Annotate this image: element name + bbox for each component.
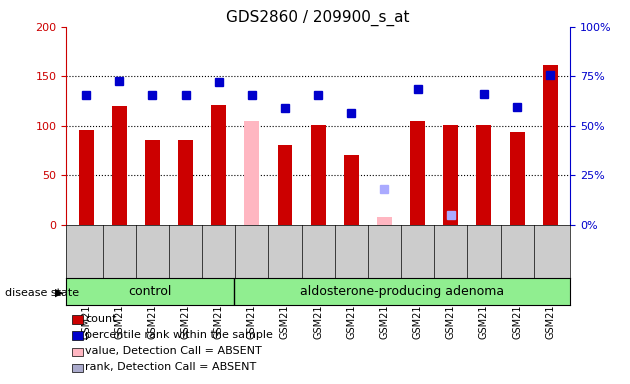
Bar: [410, 121, 425, 225]
Text: control: control: [129, 285, 172, 298]
Text: ▶: ▶: [55, 288, 64, 298]
Text: percentile rank within the sample: percentile rank within the sample: [85, 330, 273, 340]
Bar: [476, 125, 491, 225]
Text: rank, Detection Call = ABSENT: rank, Detection Call = ABSENT: [85, 362, 256, 372]
Bar: [311, 125, 326, 225]
Text: count: count: [85, 314, 117, 324]
Bar: [377, 217, 392, 225]
Bar: [178, 140, 193, 225]
Bar: [510, 132, 525, 225]
Bar: [444, 125, 458, 225]
Bar: [244, 121, 260, 225]
Bar: [211, 105, 226, 225]
Text: disease state: disease state: [5, 288, 79, 298]
Bar: [112, 106, 127, 225]
Text: aldosterone-producing adenoma: aldosterone-producing adenoma: [300, 285, 504, 298]
Bar: [145, 140, 160, 225]
Text: value, Detection Call = ABSENT: value, Detection Call = ABSENT: [85, 346, 262, 356]
Bar: [79, 130, 93, 225]
Bar: [344, 156, 358, 225]
Bar: [543, 65, 558, 225]
Bar: [278, 144, 292, 225]
Title: GDS2860 / 209900_s_at: GDS2860 / 209900_s_at: [226, 9, 410, 25]
